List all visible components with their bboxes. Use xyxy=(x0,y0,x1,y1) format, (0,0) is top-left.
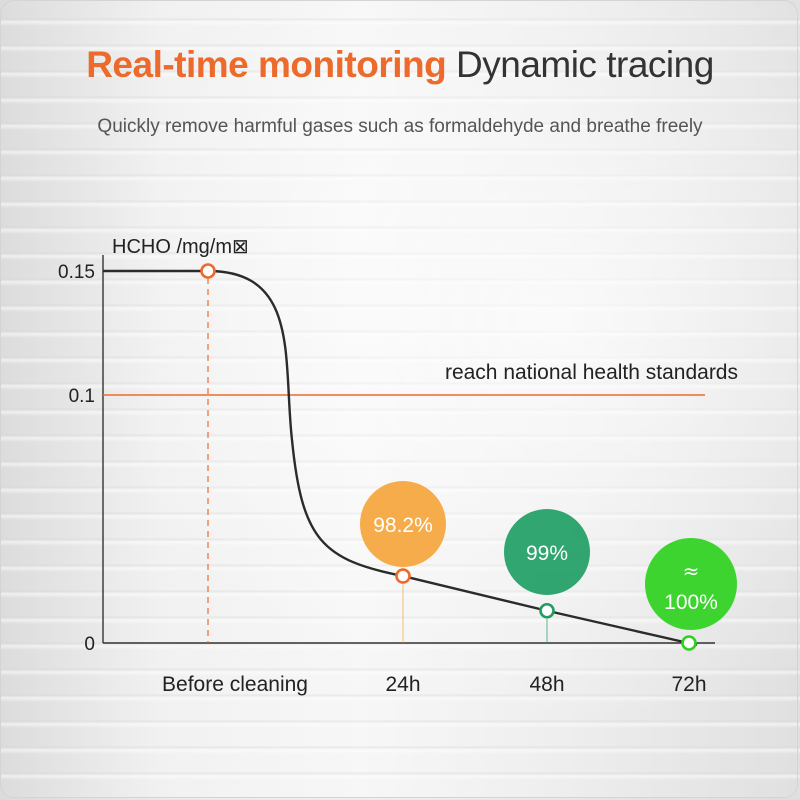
percent-label-2: 100% xyxy=(664,591,718,614)
percent-bubble-1 xyxy=(504,509,590,595)
x-tick-label-3: 72h xyxy=(671,673,706,696)
y-tick-label-0: 0.15 xyxy=(58,262,95,283)
x-tick-label-1: 24h xyxy=(385,673,420,696)
data-point-3 xyxy=(681,635,697,651)
reference-line-label: reach national health standards xyxy=(445,361,738,384)
title-rest: Dynamic tracing xyxy=(456,44,714,85)
percent-label-1: 99% xyxy=(526,542,568,565)
page-subtitle: Quickly remove harmful gases such as for… xyxy=(97,116,703,137)
data-point-0 xyxy=(200,263,216,279)
title-highlight: Real-time monitoring xyxy=(86,44,447,85)
page-title: Real-time monitoring Dynamic tracing xyxy=(0,44,800,86)
y-axis-label: HCHO /mg/m⊠ xyxy=(112,236,249,258)
hcho-curve xyxy=(103,269,698,647)
percent-label-0: 98.2% xyxy=(373,514,433,537)
x-tick-label-0: Before cleaning xyxy=(162,673,308,696)
data-point-1 xyxy=(395,568,411,584)
approx-symbol-2: ≈ xyxy=(683,559,700,583)
percent-bubble-2 xyxy=(645,538,737,630)
percent-bubble-0 xyxy=(360,481,446,567)
y-tick-label-1: 0.1 xyxy=(69,386,95,407)
y-tick-label-2: 0 xyxy=(84,634,95,655)
x-tick-label-2: 48h xyxy=(529,673,564,696)
data-point-2 xyxy=(539,602,555,619)
